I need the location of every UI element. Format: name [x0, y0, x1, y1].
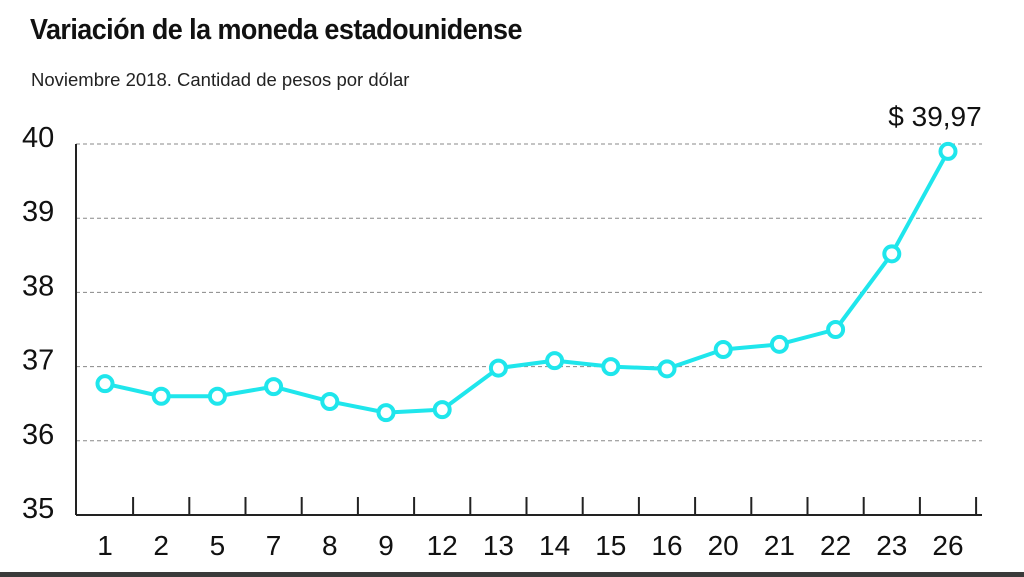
data-point — [657, 359, 677, 379]
x-tick-label: 15 — [595, 530, 626, 561]
data-point — [769, 334, 789, 354]
x-tick-label: 12 — [427, 530, 458, 561]
x-tick-label: 23 — [876, 530, 907, 561]
x-tick-label: 26 — [932, 530, 963, 561]
x-tick-label: 7 — [266, 530, 282, 561]
annotations: $ 39,97 — [888, 101, 981, 132]
value-annotation: $ 39,97 — [888, 101, 981, 132]
data-point — [826, 320, 846, 339]
x-tick-label: 14 — [539, 530, 570, 561]
data-point — [151, 386, 171, 406]
x-tick-label: 8 — [322, 530, 338, 561]
data-point — [601, 357, 621, 377]
series-line — [104, 150, 950, 415]
x-tick-label: 1 — [97, 530, 113, 561]
data-point — [95, 374, 115, 394]
series-layer — [95, 141, 958, 423]
y-tick-label: 38 — [22, 270, 54, 302]
bottom-rule — [0, 572, 1024, 577]
axes — [75, 144, 982, 516]
y-tick-label: 36 — [22, 419, 54, 451]
gridlines — [76, 143, 982, 442]
x-tick-label: 13 — [483, 530, 514, 561]
x-tick-label: 21 — [764, 530, 795, 561]
data-point — [432, 400, 452, 420]
y-tick-label: 40 — [22, 122, 54, 154]
y-tick-label: 37 — [22, 345, 54, 377]
data-point — [320, 391, 340, 411]
x-tick-label: 16 — [651, 530, 682, 561]
y-tick-label: 39 — [22, 196, 54, 228]
y-tick-label: 35 — [22, 493, 54, 525]
chart-title: Variación de la moneda estadounidense — [30, 14, 523, 46]
x-tick-label: 9 — [378, 530, 394, 561]
data-point — [376, 403, 396, 423]
data-point — [545, 351, 565, 371]
data-point — [207, 386, 227, 406]
chart-subtitle: Noviembre 2018. Cantidad de pesos por dó… — [31, 69, 410, 90]
x-tick-label: 2 — [153, 530, 169, 561]
data-point — [264, 377, 284, 397]
data-point — [882, 244, 902, 264]
y-tick-labels: 35 36 37 38 39 40 — [22, 122, 54, 525]
x-tick-label: 20 — [708, 530, 739, 561]
data-point — [713, 340, 733, 360]
x-tick-label: 22 — [820, 530, 851, 561]
data-point — [938, 141, 958, 161]
data-point — [488, 358, 508, 378]
x-tick-label: 5 — [210, 530, 226, 561]
x-tick-labels: 1 2 5 7 8 9 12 13 14 15 16 20 21 22 23 26 — [97, 530, 963, 561]
